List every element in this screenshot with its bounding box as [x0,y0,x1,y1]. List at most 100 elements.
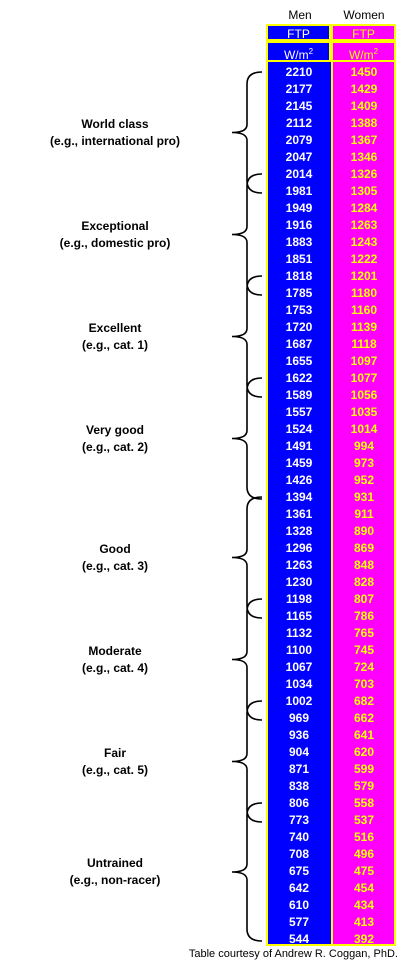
women-ftp-cell: 537 [353,813,375,827]
category-example: (e.g., non-racer) [69,873,161,887]
men-metric-header: FTP [266,24,331,41]
men-ftp-cell: 1361 [285,507,313,521]
women-ftp-cell: 931 [353,490,375,504]
category-name: Moderate [88,643,142,658]
category-example: (e.g., cat. 5) [81,762,149,777]
men-ftp-cell: 1426 [285,473,313,487]
women-ftp-cell: 1056 [350,388,378,402]
brace-mark [231,173,263,296]
men-ftp-cell: 1589 [285,388,313,402]
women-ftp-cell: 413 [353,915,375,929]
women-ftp-cell: 496 [353,847,375,861]
men-ftp-cell: 1328 [285,524,313,538]
category-example: (e.g., cat. 3) [81,558,149,573]
men-ftp-cell: 1687 [285,337,313,351]
men-ftp-cell: 1296 [285,541,313,555]
women-column-title: Women [343,8,385,22]
men-ftp-cell: 936 [288,728,310,742]
women-ftp-cell: 599 [353,762,375,776]
women-unit-header: W/m2 [331,41,396,62]
men-ftp-cell: 1883 [285,235,313,249]
brace-mark [231,598,263,721]
women-ftp-cell: 807 [353,592,375,606]
women-ftp-cell: 1346 [350,150,378,164]
women-ftp-cell: 848 [353,558,375,572]
women-ftp-cell: 620 [353,745,375,759]
men-ftp-cell: 1655 [285,354,313,368]
women-ftp-cell: 973 [353,456,375,470]
men-ftp-cell: 1753 [285,303,313,317]
women-ftp-cell: 1388 [350,116,378,130]
men-unit-header: W/m2 [266,41,331,62]
women-ftp-cell: 828 [353,575,375,589]
men-ftp-cell: 1557 [285,405,313,419]
women-ftp-cell: 1222 [350,252,378,266]
women-ftp-cell: 1409 [350,99,378,113]
men-ftp-cell: 1034 [285,677,313,691]
men-ftp-cell: 2112 [285,116,313,130]
men-ftp-cell: 806 [288,796,310,810]
women-ftp-cell: 558 [353,796,375,810]
men-ftp-cell: 1100 [285,643,313,657]
men-ftp-cell: 1263 [285,558,313,572]
women-ftp-cell: 1180 [350,286,378,300]
women-metric-header: FTP [331,24,396,41]
men-ftp-cell: 610 [288,898,310,912]
men-ftp-cell: 1622 [285,371,313,385]
women-ftp-cell: 662 [353,711,375,725]
women-ftp-cell: 475 [353,864,375,878]
men-ftp-cell: 1067 [285,660,313,674]
men-ftp-cell: 1394 [285,490,313,504]
brace-mark [231,71,263,194]
men-column-fill [266,62,331,946]
men-ftp-cell: 871 [288,762,310,776]
women-ftp-cell: 641 [353,728,375,742]
men-ftp-cell: 1851 [285,252,313,266]
men-ftp-cell: 904 [288,745,310,759]
women-ftp-cell: 1139 [350,320,378,334]
men-ftp-cell: 2145 [285,99,313,113]
women-ftp-cell: 869 [353,541,375,555]
category-example: (e.g., cat. 1) [81,337,149,352]
women-ftp-cell: 724 [353,660,375,674]
men-ftp-cell: 1230 [285,575,313,589]
men-ftp-cell: 544 [288,932,310,946]
men-ftp-cell: 1720 [285,320,313,334]
women-ftp-cell: 1118 [351,337,377,351]
footer-credit: Table courtesy of Andrew R. Coggan, PhD. [188,948,398,960]
men-ftp-cell: 1981 [285,184,313,198]
men-ftp-cell: 1132 [285,626,313,640]
women-ftp-cell: 516 [353,830,375,844]
women-column-fill [331,62,396,946]
men-ftp-cell: 1916 [285,218,313,232]
brace-mark [231,802,263,942]
women-ftp-cell: 911 [354,507,374,521]
men-ftp-cell: 969 [288,711,310,725]
men-ftp-cell: 1491 [285,439,313,453]
category-name: Excellent [88,320,142,335]
category-example: (e.g., cat. 4) [81,660,149,675]
men-ftp-cell: 675 [288,864,310,878]
women-ftp-cell: 765 [353,626,375,640]
women-ftp-cell: 1429 [350,82,378,96]
brace-mark [231,496,263,619]
women-ftp-cell: 786 [353,609,375,623]
women-ftp-cell: 1326 [350,167,378,181]
men-ftp-cell: 1785 [285,286,313,300]
women-ftp-cell: 434 [353,898,375,912]
men-ftp-cell: 773 [288,813,310,827]
women-ftp-cell: 1035 [350,405,378,419]
brace-mark [231,275,263,398]
women-ftp-cell: 1201 [350,269,378,283]
women-ftp-cell: 392 [353,932,375,946]
women-ftp-cell: 1160 [350,303,378,317]
women-ftp-cell: 1243 [350,235,378,249]
women-ftp-cell: 952 [353,473,375,487]
women-ftp-cell: 994 [353,439,375,453]
category-example: (e.g., domestic pro) [59,235,171,250]
men-ftp-cell: 1949 [285,201,313,215]
men-ftp-cell: 2047 [285,150,313,164]
men-ftp-cell: 2177 [285,82,313,96]
